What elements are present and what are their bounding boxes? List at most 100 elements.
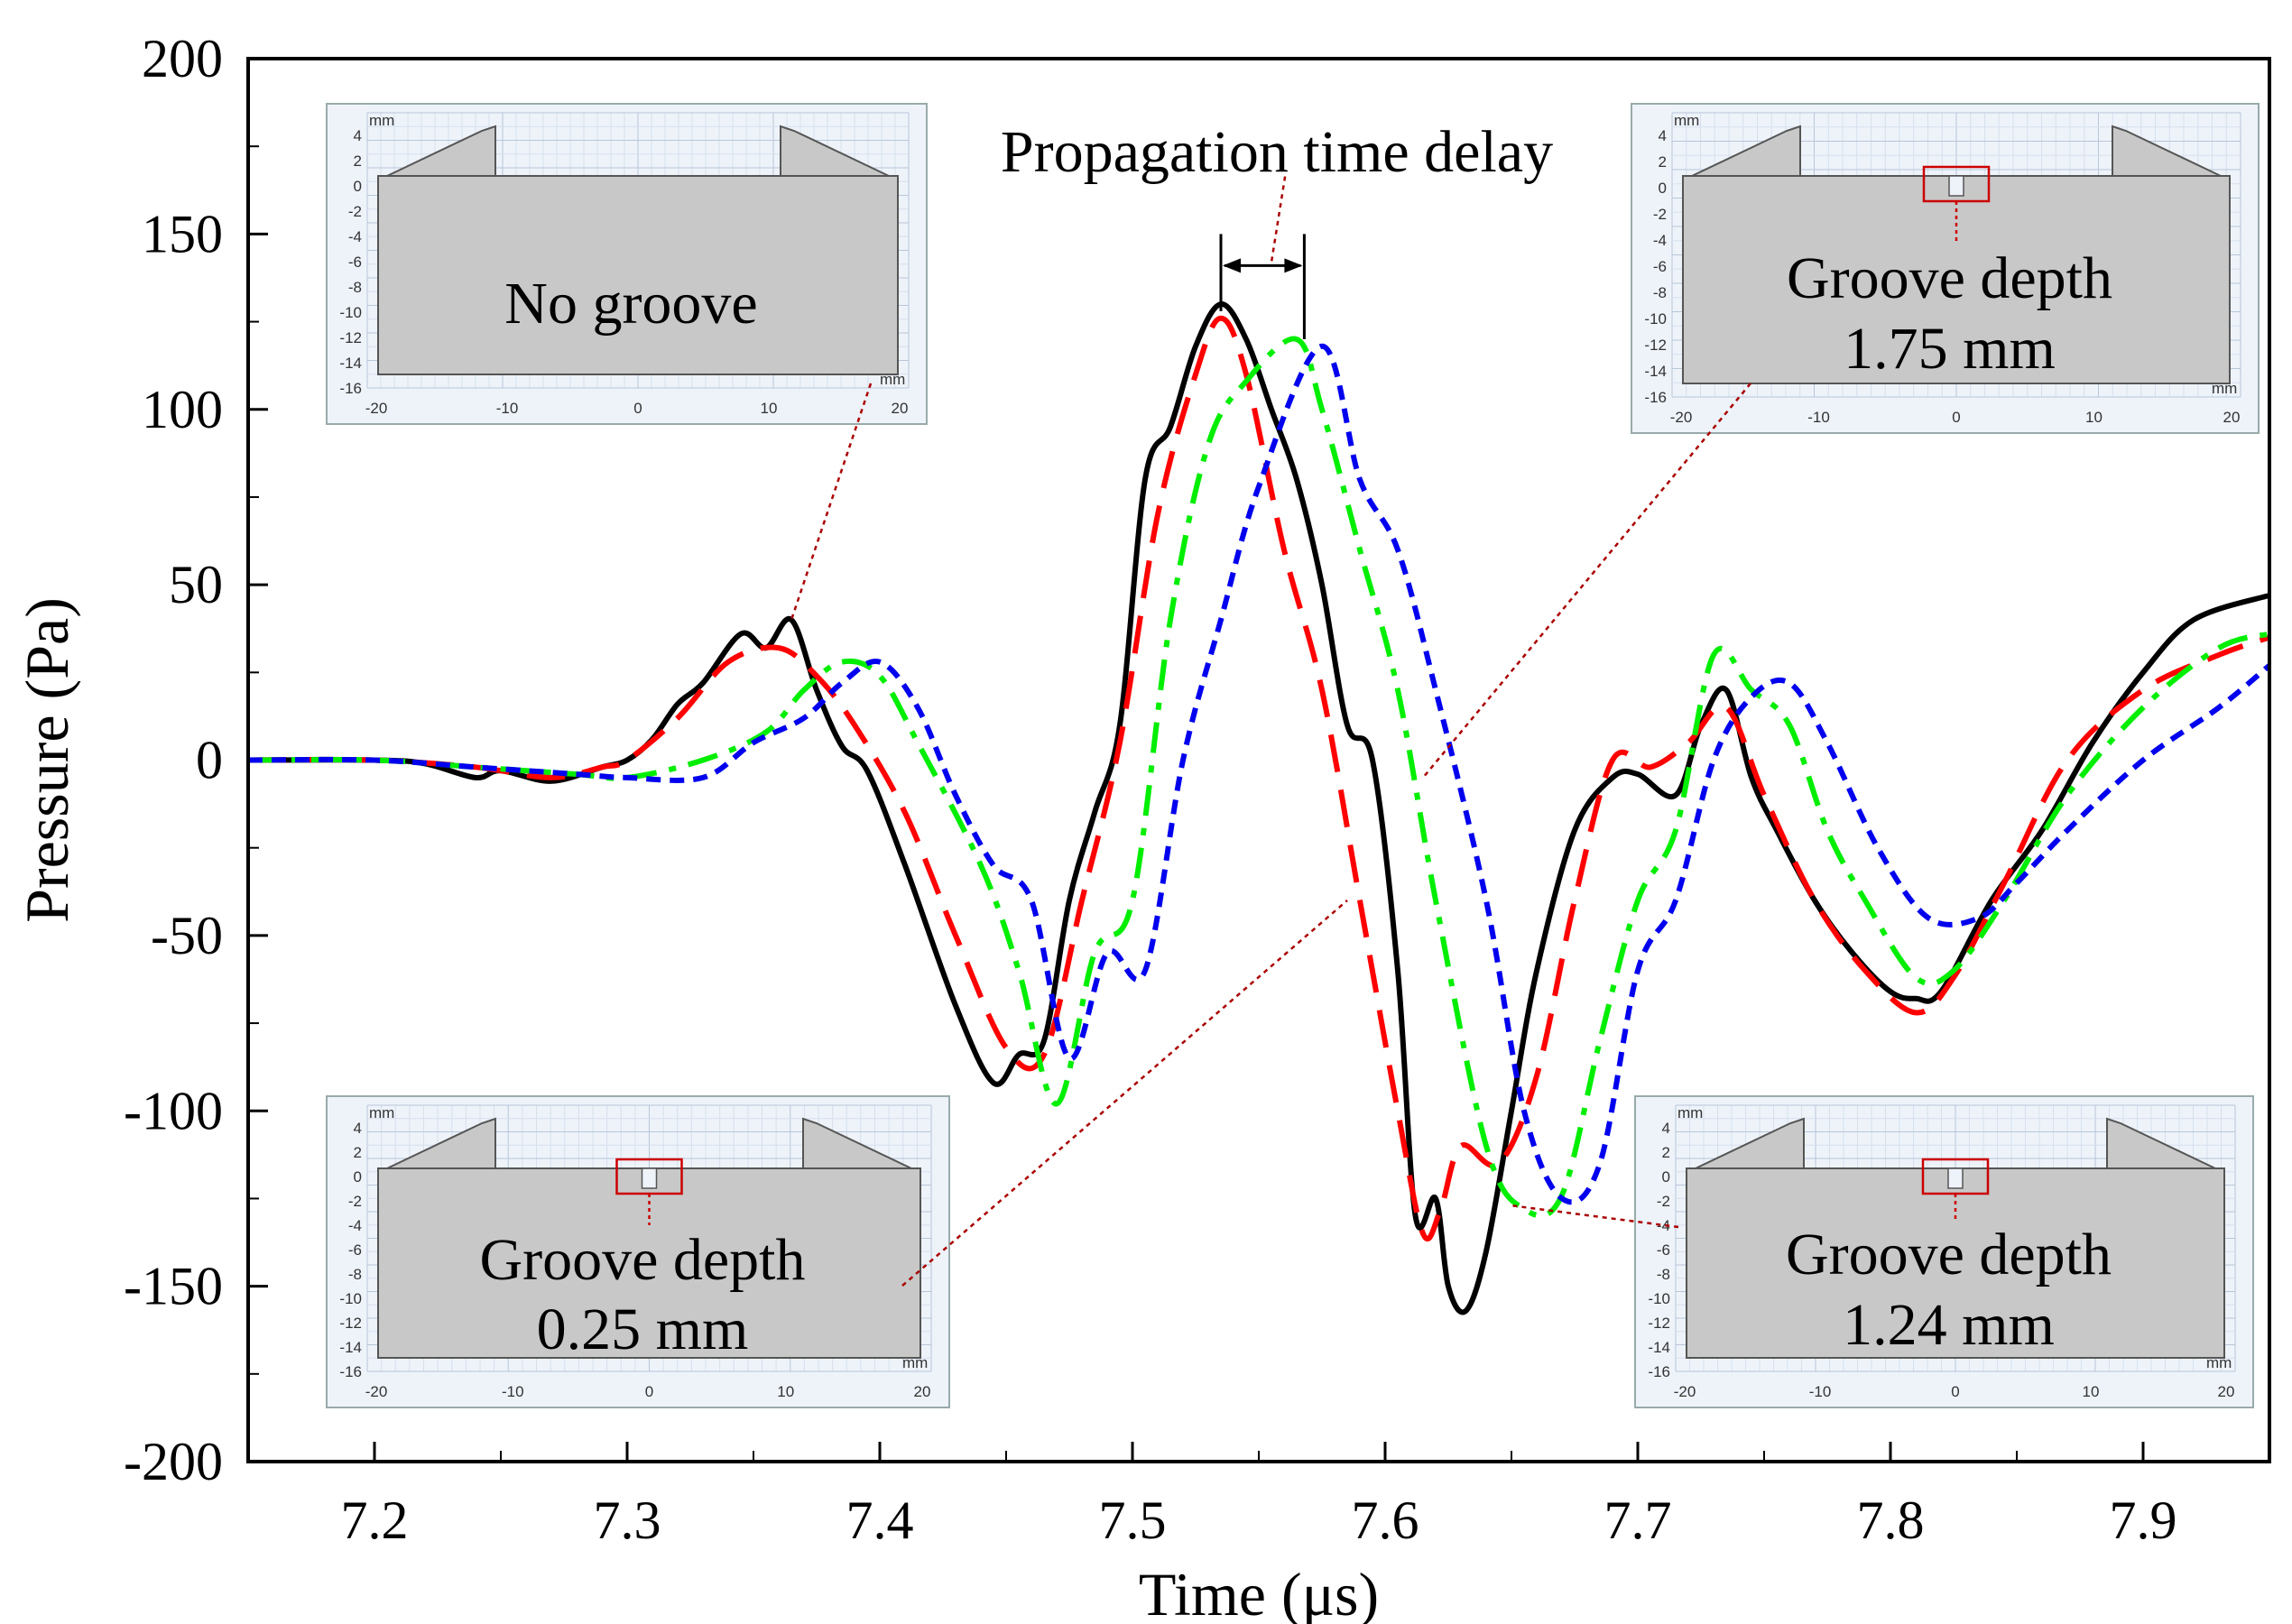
inset-x-tick-label: 10 — [2085, 409, 2103, 426]
groove-notch — [641, 1167, 658, 1189]
inset-x-tick-label: 10 — [2083, 1383, 2100, 1400]
insets-group: 420-2-4-6-8-10-12-14-16-20 -10 0 10 20mmmmNo… — [326, 103, 2260, 1408]
inset-no_groove: 420-2-4-6-8-10-12-14-16-20 -10 0 10 20mmmmNo… — [326, 103, 928, 425]
inset-x-tick-label: -20 — [365, 400, 388, 417]
inset-y-tick-label: -6 — [348, 1241, 362, 1259]
inset-x-tick-label: -20 — [1670, 409, 1693, 426]
y-tick-label: -100 — [124, 1081, 223, 1140]
inset-x-tick-label: -10 — [1807, 409, 1830, 426]
inset-y-tick-label: 4 — [354, 1120, 362, 1137]
leader-groove_175 — [1422, 383, 1751, 779]
inset-y-tick-label: -16 — [339, 380, 362, 397]
inset-y-tick-label: -16 — [1648, 1363, 1670, 1380]
left-wedge — [386, 1117, 496, 1169]
groove-notch — [1947, 1167, 1964, 1189]
x-tick-label: 7.6 — [1352, 1490, 1419, 1550]
x-tick-label: 7.9 — [2110, 1490, 2177, 1550]
inset-y-tick-label: -16 — [1644, 389, 1667, 406]
x-axis-title: Time (μs) — [1139, 1560, 1379, 1624]
inset-y-tick-label: -2 — [348, 203, 362, 220]
inset-x-tick-label: 10 — [761, 400, 778, 417]
groove-notch — [1948, 175, 1964, 197]
x-tick-label: 7.7 — [1604, 1490, 1672, 1550]
axis-ticks: 7.2 7.3 7.4 7.5 7.6 7.7 7.8 7.9200150100500-50-… — [124, 29, 2270, 1550]
inset-y-tick-label: -4 — [348, 1217, 362, 1234]
y-tick-label: -200 — [124, 1432, 223, 1491]
inset-y-tick-label: 2 — [354, 1144, 362, 1161]
inset-y-tick-label: -12 — [339, 1315, 362, 1332]
inset-x-tick-label: 20 — [2223, 409, 2241, 426]
plate-body — [377, 1167, 921, 1359]
inset-y-tick-label: -2 — [348, 1193, 362, 1210]
inset-x-tick-label: -10 — [496, 400, 519, 417]
right-wedge — [2106, 1117, 2216, 1169]
inset-y-tick-label: 2 — [1659, 153, 1667, 171]
series-line-1 — [247, 315, 2271, 1242]
inset-y-tick-label: -6 — [348, 254, 362, 271]
x-tick-label: 7.2 — [341, 1490, 409, 1550]
y-tick-label: 50 — [169, 555, 223, 614]
plate-body — [377, 175, 899, 375]
inset-y-tick-label: -10 — [339, 1290, 362, 1307]
inset-unit-label: mm — [1677, 1104, 1703, 1121]
y-tick-label: 100 — [142, 380, 223, 439]
delay-arrowhead-right — [1284, 258, 1303, 273]
inset-label-depth: 1.75 mm — [1844, 316, 2056, 382]
inset-x-tick-label: -10 — [1809, 1383, 1832, 1400]
inset-groove_175: 420-2-4-6-8-10-12-14-16-20 -10 0 10 20mmmmGr… — [1631, 103, 2260, 434]
left-wedge — [1691, 125, 1801, 177]
y-tick-label: -150 — [124, 1257, 223, 1316]
inset-x-tick-label: 0 — [1951, 1383, 1959, 1400]
inset-x-tick-label: 0 — [633, 400, 642, 417]
inset-y-tick-label: -12 — [339, 329, 362, 346]
plot-frame — [246, 57, 2271, 1463]
x-tick-label: 7.8 — [1857, 1490, 1925, 1550]
inset-y-tick-label: -2 — [1653, 206, 1667, 223]
inset-label: Groove depth — [1787, 245, 2112, 311]
leader-groove_124 — [1511, 1204, 1679, 1229]
inset-x-tick-label: -20 — [1674, 1383, 1696, 1400]
inset-x-tick-label: 20 — [892, 400, 909, 417]
inset-y-tick-label: -4 — [348, 228, 362, 245]
right-wedge — [802, 1117, 912, 1169]
left-wedge — [1695, 1117, 1805, 1169]
annotations-group: Propagation time delay — [790, 119, 1751, 1287]
inset-y-tick-label: -12 — [1648, 1315, 1670, 1332]
y-tick-label: 150 — [142, 204, 223, 263]
inset-y-tick-label: -4 — [1653, 232, 1667, 249]
inset-unit-label: mm — [369, 1104, 394, 1121]
y-tick-label: 0 — [196, 731, 223, 790]
plate-body — [1686, 1167, 2225, 1359]
inset-y-tick-label: -14 — [1644, 363, 1667, 380]
inset-y-tick-label: -4 — [1657, 1217, 1670, 1234]
inset-y-tick-label: -14 — [1648, 1339, 1670, 1356]
y-axis-title: Pressure (Pa) — [13, 597, 81, 923]
inset-y-tick-label: -2 — [1657, 1193, 1670, 1210]
inset-y-tick-label: 2 — [354, 152, 362, 170]
inset-y-tick-label: 4 — [1662, 1120, 1670, 1137]
inset-y-tick-label: -8 — [1653, 284, 1667, 301]
inset-y-tick-label: -6 — [1657, 1241, 1670, 1259]
inset-y-tick-label: -14 — [339, 355, 362, 372]
inset-label: Groove depth — [1786, 1222, 2112, 1287]
right-wedge — [780, 125, 890, 177]
inset-x-tick-label: -20 — [365, 1383, 388, 1400]
inset-y-tick-label: 0 — [1659, 180, 1667, 197]
inset-label-depth: 1.24 mm — [1843, 1292, 2055, 1358]
inset-unit-label: mm — [369, 112, 394, 129]
x-tick-label: 7.3 — [594, 1490, 661, 1550]
y-tick-label: -50 — [151, 906, 223, 965]
inset-label: Groove depth — [479, 1227, 805, 1293]
series-group — [247, 301, 2271, 1315]
inset-y-tick-label: -6 — [1653, 258, 1667, 275]
inset-groove_025: 420-2-4-6-8-10-12-14-16-20 -10 0 10 20mmmmGr… — [326, 1095, 950, 1408]
inset-x-tick-label: 10 — [777, 1383, 794, 1400]
y-tick-label: 200 — [142, 29, 223, 88]
inset-y-tick-label: -10 — [1644, 310, 1667, 328]
inset-y-tick-label: 4 — [354, 127, 362, 144]
inset-y-tick-label: -10 — [1648, 1290, 1670, 1307]
inset-y-tick-label: -12 — [1644, 337, 1667, 354]
inset-x-tick-label: 0 — [1952, 409, 1960, 426]
delay-label: Propagation time delay — [1001, 119, 1553, 185]
